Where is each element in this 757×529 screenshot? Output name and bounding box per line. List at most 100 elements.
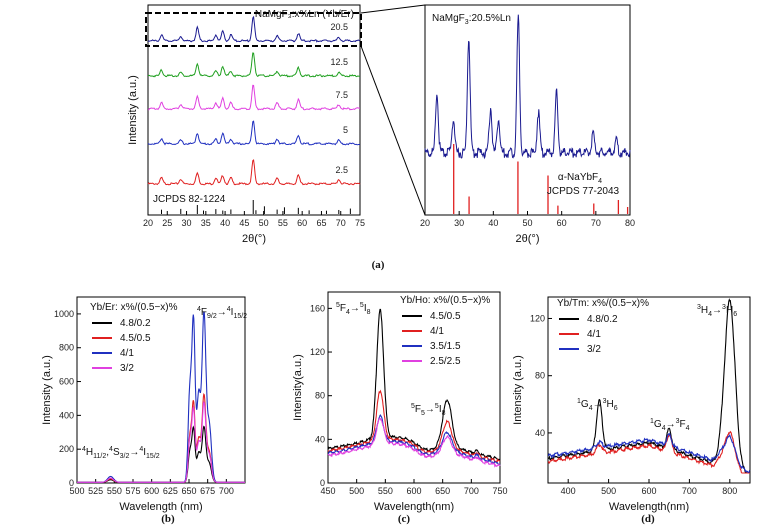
panel-d-series-line — [547, 298, 750, 474]
xrd-left-x-tick-label: 60 — [297, 218, 307, 228]
xrd-left-x-tick-label: 70 — [336, 218, 346, 228]
panel-b-series-line — [77, 393, 245, 483]
xrd-right-title: NaMgF3:20.5%Ln — [432, 13, 511, 26]
xrd-right-x-tick-label: 40 — [488, 218, 498, 228]
panel-c-series-line — [327, 308, 501, 461]
panel-b-ylabel: Intensity (a.u.) — [41, 355, 53, 425]
panel-d-x-tick-label: 700 — [682, 486, 697, 496]
panel-b-y-tick-label: 1000 — [54, 309, 74, 319]
highlight-box — [145, 12, 362, 47]
panel-b-x-tick-label: 550 — [107, 486, 122, 496]
panel-c-y-tick-label: 80 — [315, 391, 325, 401]
xrd-left-series-label: 2.5 — [335, 165, 348, 175]
xrd-left-x-tick-label: 20 — [143, 218, 153, 228]
xrd-right-x-tick-label: 80 — [625, 218, 635, 228]
panel-d-annotation: 3H4→3H6 — [697, 304, 737, 318]
panel-c-y-tick-label: 0 — [320, 478, 325, 488]
panel-d-y-tick-label: 80 — [535, 371, 545, 381]
xrd-right-ref-label: JCPDS 77-2043 — [547, 186, 620, 197]
panel-d-x-tick-label: 600 — [641, 486, 656, 496]
caption-b: (b) — [161, 513, 175, 525]
panel-d-legend-label: 3/2 — [587, 344, 601, 355]
panel-c-x-tick-label: 750 — [492, 486, 507, 496]
panel-b-legend-label: 4/1 — [120, 348, 134, 359]
panel-b-y-tick-label: 200 — [59, 444, 74, 454]
caption-d: (d) — [641, 513, 655, 525]
xrd-left-x-tick-label: 75 — [355, 218, 365, 228]
xrd-left-x-tick-label: 40 — [220, 218, 230, 228]
xrd-left-series-line — [147, 52, 361, 78]
panel-b-y-tick-label: 600 — [59, 377, 74, 387]
xrd-left-x-tick-label: 35 — [201, 218, 211, 228]
xrd-left-x-tick-label: 45 — [239, 218, 249, 228]
xrd-right-series-line — [424, 14, 631, 160]
panel-c-legend-title: Yb/Ho: x%/(0.5−x)% — [400, 295, 490, 306]
panel-b-legend-title: Yb/Er: x%/(0.5−x)% — [90, 302, 178, 313]
panel-c-x-tick-label: 450 — [320, 486, 335, 496]
panel-b-x-tick-label: 700 — [219, 486, 234, 496]
panel-b-legend-label: 3/2 — [120, 363, 134, 374]
panel-d-annotation: 1G4→3H6 — [577, 398, 618, 412]
xrd-right-x-tick-label: 60 — [557, 218, 567, 228]
connector-line — [360, 4, 426, 14]
panel-b-y-tick-label: 400 — [59, 410, 74, 420]
panel-d-xlabel: Wavelength(nm) — [609, 501, 689, 513]
xrd-left-ref-label: JCPDS 82-1224 — [153, 194, 226, 205]
panel-d-legend-label: 4.8/0.2 — [587, 314, 618, 325]
panel-b-xlabel: Wavelength (nm) — [119, 501, 202, 513]
panel-c-series-line — [327, 417, 501, 468]
panel-d-annotation: 1G4→3F4 — [650, 418, 690, 432]
panel-b-x-tick-label: 575 — [125, 486, 140, 496]
xrd-left-series-label: 5 — [343, 125, 348, 135]
xrd-right-x-tick-label: 20 — [420, 218, 430, 228]
panel-d-legend-label: 4/1 — [587, 329, 601, 340]
xrd-left-ylabel: Intensity (a.u.) — [127, 75, 139, 145]
caption-a: (a) — [372, 259, 385, 271]
xrd-right-x-tick-label: 70 — [591, 218, 601, 228]
connector-line — [360, 45, 426, 216]
panel-c-x-tick-label: 650 — [435, 486, 450, 496]
panel-d-legend-title: Yb/Tm: x%/(0.5−x)% — [557, 298, 649, 309]
panel-c-x-tick-label: 550 — [378, 486, 393, 496]
xrd-left-frame — [147, 4, 361, 216]
panel-c-y-tick-label: 120 — [310, 347, 325, 357]
panel-b-legend-label: 4.8/0.2 — [120, 318, 151, 329]
xrd-left-x-tick-label: 55 — [278, 218, 288, 228]
xrd-left-xlabel: 2θ(°) — [242, 233, 266, 245]
xrd-left-series-line — [148, 84, 361, 111]
panel-c-annotation: 5F5→5I8 — [411, 403, 446, 417]
panel-b-y-tick-label: 0 — [69, 478, 74, 488]
panel-b-x-tick-label: 650 — [181, 486, 196, 496]
xrd-left-series-line — [147, 15, 361, 43]
panel-d-ylabel: Intensity (a.u.) — [512, 355, 524, 425]
panel-b-series-line — [77, 400, 245, 483]
panel-d-series-line — [547, 430, 750, 474]
panel-b-x-tick-label: 600 — [144, 486, 159, 496]
xrd-left-x-tick-label: 30 — [182, 218, 192, 228]
xrd-right-ref-phase: α-NaYbF4 — [558, 172, 602, 185]
panel-c-x-tick-label: 500 — [349, 486, 364, 496]
panel-c-legend-label: 3.5/1.5 — [430, 341, 461, 352]
panel-b-x-tick-label: 525 — [88, 486, 103, 496]
panel-b-x-tick-label: 675 — [200, 486, 215, 496]
xrd-right-x-tick-label: 50 — [522, 218, 532, 228]
xrd-left-series-label: 20.5 — [330, 22, 348, 32]
xrd-left-series-label: 7.5 — [335, 90, 348, 100]
panel-d-series-line — [547, 432, 751, 473]
panel-c-annotation: 5F4→5I8 — [336, 302, 371, 316]
panel-d-x-tick-label: 800 — [722, 486, 737, 496]
panel-b-annotation: 4H11/2,4S3/2→4I15/2 — [82, 446, 160, 460]
panel-d-frame — [547, 296, 751, 484]
panel-b-x-tick-label: 625 — [163, 486, 178, 496]
caption-c: (c) — [398, 513, 411, 525]
panel-d-y-tick-label: 120 — [530, 313, 545, 323]
panel-c-legend-label: 4.5/0.5 — [430, 311, 461, 322]
panel-c-xlabel: Wavelength(nm) — [374, 501, 454, 513]
xrd-left-series-line — [147, 120, 361, 146]
panel-c-ylabel: Intensity(a.u.) — [292, 354, 304, 421]
xrd-right-x-tick-label: 30 — [454, 218, 464, 228]
panel-c-y-tick-label: 40 — [315, 434, 325, 444]
xrd-left-title: NaMgF₃:x%Ln (Yb/Er) — [255, 9, 354, 20]
panel-c-legend-label: 4/1 — [430, 326, 444, 337]
